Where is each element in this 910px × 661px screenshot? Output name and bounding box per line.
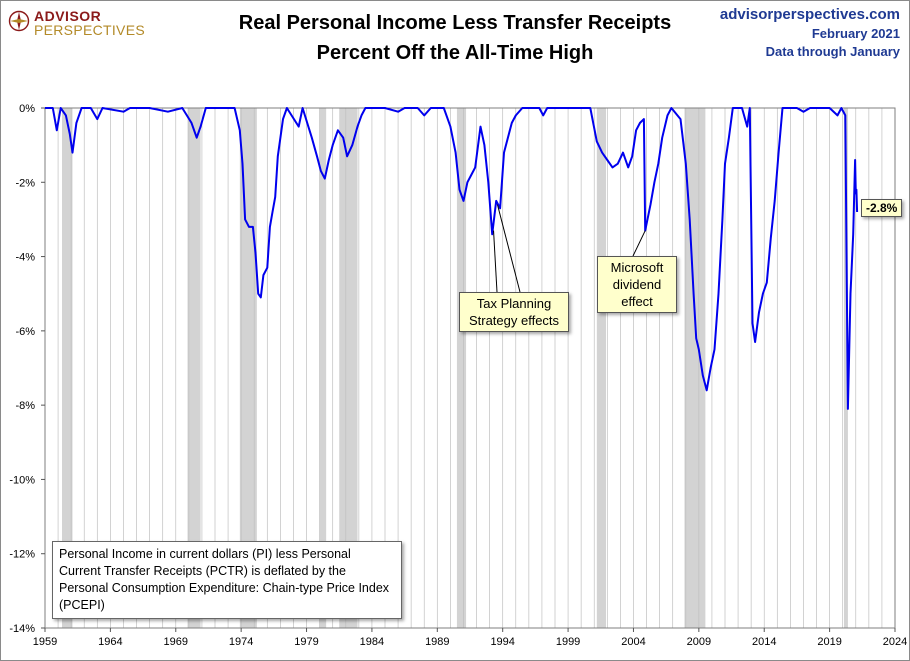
callout-leader [496,204,521,293]
y-tick-label: -4% [15,252,35,264]
x-tick-label: 2004 [621,636,645,648]
recession-band [596,108,606,628]
source-site: advisorperspectives.com [719,6,900,23]
recession-bands [62,108,848,628]
x-axis-ticks: 1959 1964 1969 1974 1979 1984 1989 1994 1999 2004… [33,628,907,648]
last-value-label: -2.8% [861,199,903,217]
y-tick-label: -10% [9,474,35,486]
recession-band [62,108,73,628]
x-tick-label: 1979 [294,636,318,648]
logo-line2: PERSPECTIVES [34,22,145,38]
chart-title: Real Personal Income Less Transfer Recei… [238,12,672,34]
series-line [45,107,859,410]
logo-line1: ADVISOR [34,8,102,24]
recession-band [187,108,201,628]
x-tick-label: 1969 [164,636,188,648]
x-tick-label: 1959 [33,636,57,648]
tax-planning-callout: Tax Planning Strategy effects [459,292,569,332]
x-tick-label: 1999 [556,636,580,648]
source-through: Data through January [765,44,900,59]
x-tick-label: 1994 [490,636,514,648]
x-tick-label: 2024 [883,636,907,648]
callout-leaders [493,204,646,293]
x-tick-label: 2009 [687,636,711,648]
plot-area-border [44,107,896,629]
y-tick-label: -14% [9,623,35,635]
x-tick-label: 1984 [360,636,384,648]
recession-band [239,108,257,628]
microsoft-dividend-callout: Microsoft dividend effect [597,256,677,313]
x-tick-label: 1989 [425,636,449,648]
chart-subtitle: Percent Off the All-Time High [316,42,594,64]
callout-leader [493,230,498,293]
callout-leader [632,230,646,257]
recession-band [339,108,358,628]
source-date: February 2021 [811,26,900,41]
y-tick-label: -12% [9,549,35,561]
y-tick-label: -2% [15,177,35,189]
y-tick-label: 0% [19,103,35,115]
y-axis-ticks: 0% -2% -4% -6% -8% -10% -12% -14% [9,103,45,635]
x-tick-label: 1964 [98,636,122,648]
recession-band [319,108,327,628]
y-tick-label: -8% [15,400,35,412]
x-tick-label: 1974 [229,636,253,648]
recession-band [844,108,848,628]
x-tick-label: 2019 [817,636,841,648]
recession-band [456,108,467,628]
compass-icon [8,10,30,32]
y-tick-label: -6% [15,326,35,338]
methodology-note: Personal Income in current dollars (PI) … [52,541,402,619]
logo: ADVISOR PERSPECTIVES [8,8,145,38]
x-tick-label: 2014 [752,636,776,648]
